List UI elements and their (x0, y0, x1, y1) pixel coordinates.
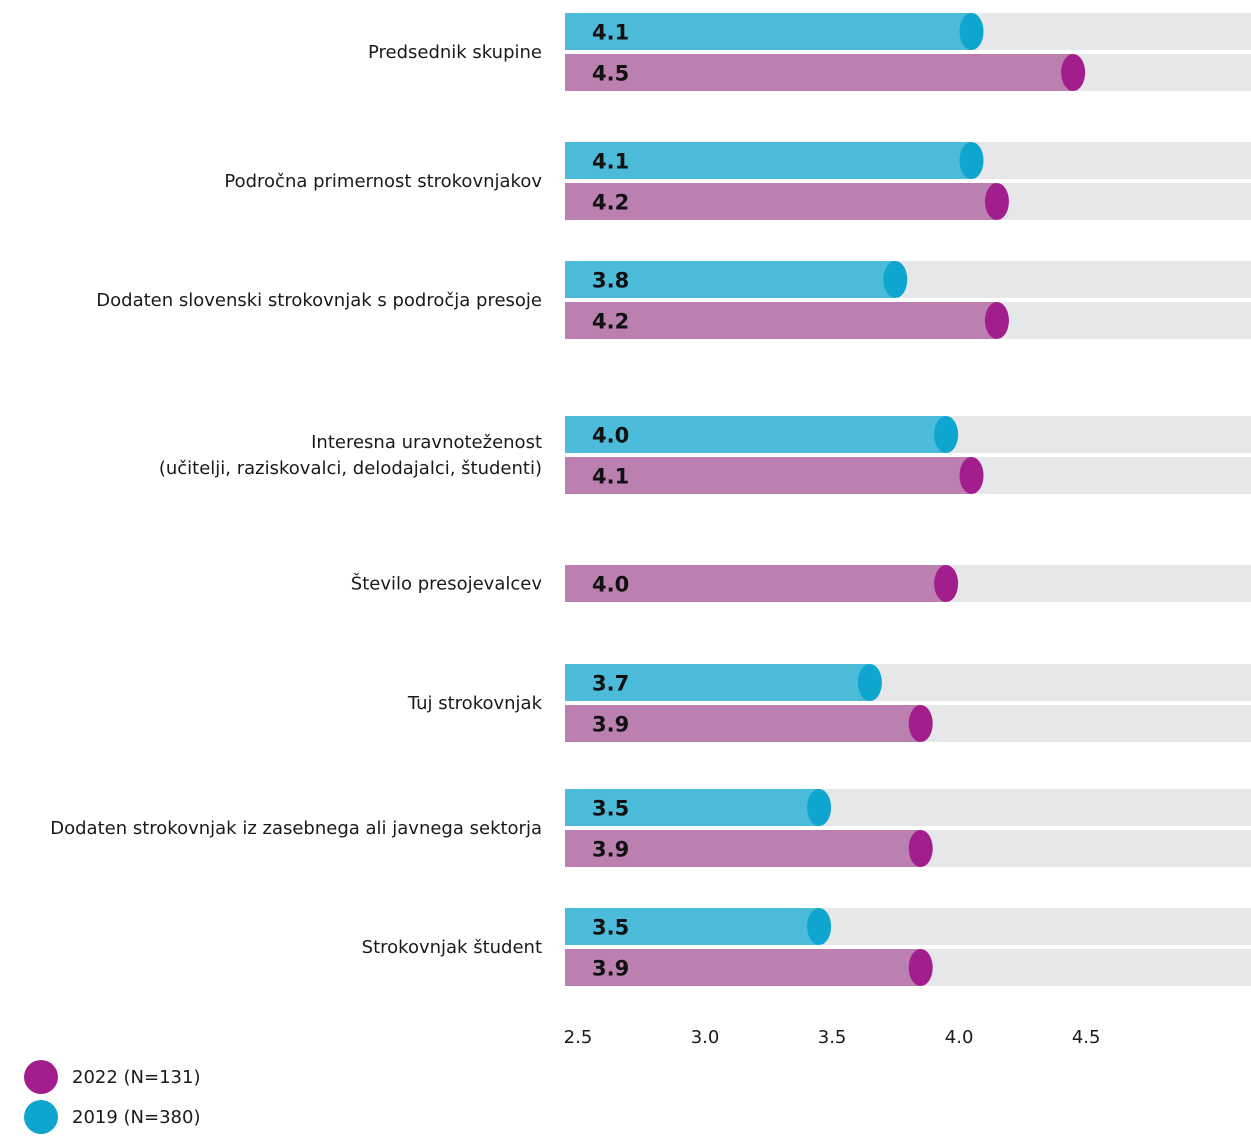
legend-label-2022: 2022 (N=131) (72, 1066, 201, 1088)
bar-end-dot-2022 (959, 457, 984, 494)
data-label: 4.1 (592, 21, 629, 45)
legend-label-2019: 2019 (N=380) (72, 1106, 201, 1128)
category-label: (učitelji, raziskovalci, delodajalci, št… (159, 458, 542, 479)
bar-end-dot-2019 (934, 416, 959, 453)
bar-end-dot-2022 (908, 830, 933, 867)
data-label: 3.8 (592, 269, 629, 293)
bar-end-dot-2022 (1061, 54, 1086, 91)
bar-end-dot-2022 (984, 183, 1009, 220)
bar-2022 (565, 302, 997, 339)
data-label: 4.5 (592, 62, 629, 86)
data-label: 4.1 (592, 465, 629, 489)
bar-end-dot-2019 (807, 789, 832, 826)
legend-swatch-2019 (24, 1100, 58, 1134)
bar-2019 (565, 416, 947, 453)
data-label: 3.9 (592, 713, 629, 737)
bar-end-dot-2019 (959, 142, 984, 179)
bar-2019 (565, 261, 896, 298)
data-label: 3.5 (592, 797, 629, 821)
category-label: Dodaten strokovnjak iz zasebnega ali jav… (50, 818, 542, 839)
category-label: Predsednik skupine (368, 42, 542, 63)
bar-end-dot-2022 (934, 565, 959, 602)
data-label: 3.7 (592, 672, 629, 696)
bar-2022 (565, 949, 921, 986)
bar-end-dot-2019 (857, 664, 882, 701)
category-label: Število presojevalcev (351, 573, 543, 595)
bar-2019 (565, 789, 820, 826)
bar-2019 (565, 13, 972, 50)
bar-end-dot-2022 (908, 705, 933, 742)
bar-2022 (565, 830, 921, 867)
category-label: Dodaten slovenski strokovnjak s področja… (96, 290, 542, 311)
category-label: Strokovnjak študent (362, 937, 542, 958)
category-label: Interesna uravnoteženost (311, 432, 542, 453)
data-label: 3.9 (592, 957, 629, 981)
legend-swatch-2022 (24, 1060, 58, 1094)
category-label: Področna primernost strokovnjakov (224, 171, 542, 192)
x-tick-label: 3.0 (691, 1027, 720, 1048)
category-label: Tuj strokovnjak (407, 693, 543, 714)
bar-end-dot-2022 (984, 302, 1009, 339)
data-label: 3.9 (592, 838, 629, 862)
data-label: 4.1 (592, 150, 629, 174)
data-label: 4.0 (592, 573, 629, 597)
x-tick-label: 3.5 (818, 1027, 847, 1048)
bar-2019 (565, 142, 972, 179)
bar-end-dot-2019 (959, 13, 984, 50)
bar-2022 (565, 457, 972, 494)
x-tick-label: 4.5 (1072, 1027, 1101, 1048)
legend: 2022 (N=131) 2019 (N=380) (24, 1060, 200, 1140)
bar-2022 (565, 54, 1074, 91)
legend-item-2022: 2022 (N=131) (24, 1060, 200, 1094)
bar-end-dot-2019 (883, 261, 908, 298)
data-label: 4.2 (592, 310, 629, 334)
legend-item-2019: 2019 (N=380) (24, 1100, 200, 1134)
x-tick-label: 4.0 (945, 1027, 974, 1048)
data-label: 4.0 (592, 424, 629, 448)
bar-2019 (565, 908, 820, 945)
bar-2022 (565, 705, 921, 742)
data-label: 3.5 (592, 916, 629, 940)
bar-end-dot-2019 (807, 908, 832, 945)
bar-2022 (565, 183, 997, 220)
bar-end-dot-2022 (908, 949, 933, 986)
x-tick-label: 2.5 (564, 1027, 593, 1048)
bar-2022 (565, 565, 947, 602)
data-label: 4.2 (592, 191, 629, 215)
bar-2019 (565, 664, 870, 701)
